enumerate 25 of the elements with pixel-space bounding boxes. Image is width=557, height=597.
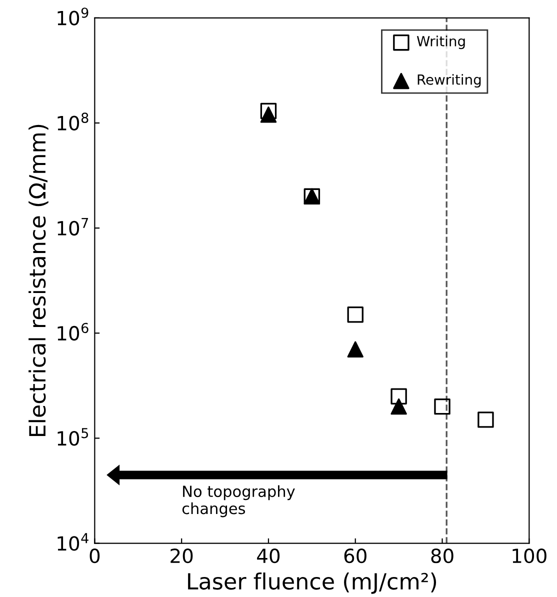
annotation: No topography changes [182,485,295,518]
point [478,412,494,428]
point [390,398,407,415]
legend-label: Writing [416,36,465,50]
point [260,102,277,120]
y-tick-label: 10$^{5}$ [58,428,88,446]
y-tick-label: 10$^{8}$ [58,112,88,130]
y-tick-label: 10$^{7}$ [58,218,88,236]
point [390,388,407,405]
y-axis-title: Electrical resistance (Ω/mm) [28,124,48,436]
y-tick-label: 10$^{4}$ [58,533,88,551]
legend-label: Rewriting [418,74,481,88]
x-tick-label: 100 [512,548,546,564]
x-tick-label: 40 [257,548,280,564]
point [347,306,364,323]
point [434,398,450,415]
x-tick-label: 80 [431,548,454,564]
point [260,106,277,123]
y-tick-label: 10$^{9}$ [58,8,88,26]
point [347,341,364,358]
x-tick-label: 60 [344,548,366,564]
y-tick-label: 10$^{6}$ [58,322,88,341]
x-tick-label: 0 [90,548,100,564]
x-tick-label: 20 [170,548,193,564]
x-axis-title: Laser fluence (mJ/cm²) [188,572,436,594]
